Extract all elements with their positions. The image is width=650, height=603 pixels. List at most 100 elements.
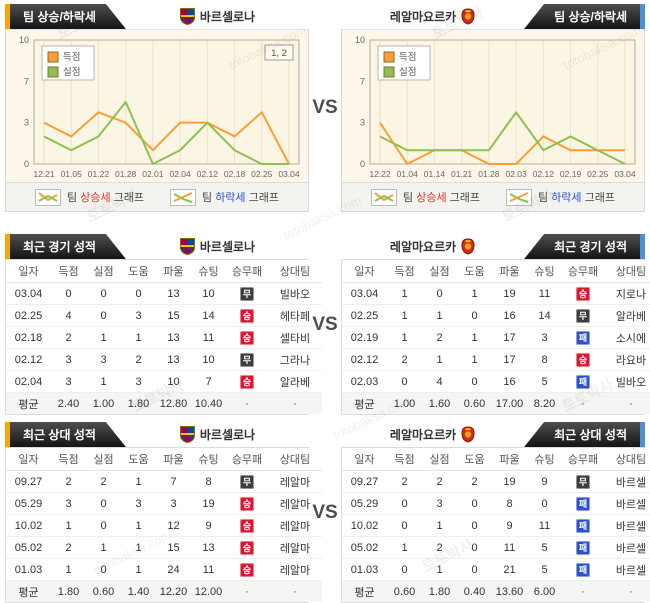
recent-results-table-home: 일자 득점 실점 도움 파울 슈팅 승무패 상대팀 03.04 0 0 0 13 10 무 빌바오 02.25 4…: [6, 260, 322, 414]
table-row: 02.12 2 1 1 17 8 승 라요바: [342, 348, 650, 371]
table-row: 01.03 1 0 1 24 11 승 레알마: [6, 558, 322, 581]
average-cell: 1.60: [422, 392, 457, 414]
stat-cell: 1: [387, 326, 422, 349]
table-row: 03.04 0 0 0 13 10 무 빌바오: [6, 282, 322, 305]
average-cell: ·: [562, 392, 604, 414]
result-cell: 승: [562, 348, 604, 371]
stat-cell: 13: [191, 536, 226, 559]
stat-cell: 15: [156, 304, 191, 327]
stat-cell: 9: [492, 514, 527, 537]
result-cell: 패: [562, 326, 604, 349]
table-row: 03.04 1 0 1 19 11 승 지로나: [342, 282, 650, 305]
opponent-cell: 바르셀: [604, 492, 650, 515]
date-cell: 02.04: [6, 370, 51, 393]
opponent-cell: 레알마: [268, 492, 322, 515]
h2h-table-home: 일자 득점 실점 도움 파울 슈팅 승무패 상대팀 09.27 2 2 1 7 8 무 레알마 05.29 3 0 3…: [6, 448, 322, 602]
opponent-cell: 지로나: [604, 282, 650, 305]
table-row: 02.04 3 1 3 10 7 승 알라베: [6, 370, 322, 393]
recent-results-section: 최근 경기 성적 바르셀로나 일자: [0, 234, 650, 415]
svg-text:03.04: 03.04: [614, 169, 636, 179]
table-row: 02.25 1 1 0 16 14 무 알라베: [342, 304, 650, 327]
stat-cell: 14: [527, 304, 562, 327]
head-to-head-section: 최근 상대 성적 바르셀로나 일자: [0, 422, 650, 603]
svg-text:02.25: 02.25: [251, 169, 273, 179]
table-row: 02.18 2 1 1 13 11 승 셀타비: [6, 326, 322, 349]
svg-text:01.22: 01.22: [88, 169, 110, 179]
mallorca-crest-icon: [461, 426, 475, 443]
stat-cell: 10: [156, 370, 191, 393]
svg-text:0: 0: [24, 159, 29, 169]
date-cell: 05.29: [342, 492, 387, 515]
legend-uptrend: 팀 상승세 그래프: [371, 188, 480, 206]
opponent-cell: 바르셀: [604, 470, 650, 493]
stat-cell: 2: [51, 326, 86, 349]
date-cell: 02.03: [342, 370, 387, 393]
average-cell: ·: [604, 580, 650, 602]
column-header: 슈팅: [191, 260, 226, 283]
column-header: 실점: [422, 448, 457, 471]
table-row: 05.02 1 2 0 11 5 패 바르셀: [342, 536, 650, 559]
legend-uptrend: 팀 상승세 그래프: [35, 188, 144, 206]
result-badge-win: 승: [240, 562, 254, 577]
stat-cell: 5: [527, 370, 562, 393]
average-cell: 8.20: [527, 392, 562, 414]
average-cell: 1.40: [121, 580, 156, 602]
average-cell: 12.80: [156, 392, 191, 414]
date-cell: 09.27: [6, 470, 51, 493]
svg-text:02.04: 02.04: [169, 169, 191, 179]
table-row: 09.27 2 2 2 19 9 무 바르셀: [342, 470, 650, 493]
stat-cell: 5: [527, 558, 562, 581]
result-badge-loss: 패: [576, 562, 590, 577]
stat-cell: 1: [387, 536, 422, 559]
result-cell: 승: [226, 536, 268, 559]
average-cell: 2.40: [51, 392, 86, 414]
result-badge-draw: 무: [240, 286, 254, 301]
stat-cell: 21: [492, 558, 527, 581]
recent-panel-away-header: 레알마요르카 최근 경기 성적: [341, 234, 645, 259]
average-cell: 10.40: [191, 392, 226, 414]
date-cell: 01.03: [342, 558, 387, 581]
result-badge-loss: 패: [576, 540, 590, 555]
opponent-cell: 바르셀: [604, 536, 650, 559]
stat-cell: 2: [86, 470, 121, 493]
column-header: 슈팅: [191, 448, 226, 471]
stat-cell: 11: [527, 282, 562, 305]
h2h-table-away: 일자 득점 실점 도움 파울 슈팅 승무패 상대팀 09.27 2 2 2 19 9 무 바르셀 05.29 0 3…: [342, 448, 650, 602]
svg-text:10: 10: [355, 35, 365, 45]
average-cell: 1.00: [86, 392, 121, 414]
result-badge-win: 승: [576, 352, 590, 367]
column-header: 득점: [51, 448, 86, 471]
stat-cell: 3: [121, 370, 156, 393]
stat-cell: 4: [422, 370, 457, 393]
svg-text:7: 7: [24, 76, 29, 86]
table-header-row: 일자 득점 실점 도움 파울 슈팅 승무패 상대팀: [6, 448, 322, 471]
stat-cell: 1: [457, 326, 492, 349]
stat-cell: 10: [191, 282, 226, 305]
svg-text:03.04: 03.04: [278, 169, 300, 179]
svg-text:3: 3: [24, 118, 29, 128]
svg-text:0: 0: [360, 159, 365, 169]
opponent-cell: 레알마: [268, 514, 322, 537]
stat-cell: 2: [121, 348, 156, 371]
table-row: 05.29 3 0 3 3 19 승 레알마: [6, 492, 322, 515]
stat-cell: 1: [422, 558, 457, 581]
column-header: 득점: [387, 260, 422, 283]
recent-panel-away: 레알마요르카 최근 경기 성적 일자 득점 실점 도움 파울 슈팅 승무패 상대팀 03.04 1…: [341, 234, 650, 415]
average-cell: ·: [268, 392, 322, 414]
result-badge-win: 승: [240, 374, 254, 389]
stat-cell: 3: [121, 492, 156, 515]
average-cell: 0.40: [457, 580, 492, 602]
result-badge-win: 승: [240, 496, 254, 511]
team-home: 바르셀로나: [126, 4, 309, 29]
svg-text:7: 7: [360, 76, 365, 86]
stat-cell: 17: [492, 348, 527, 371]
average-row: 평균 1.80 0.60 1.40 12.20 12.00 · ·: [6, 580, 322, 602]
column-header: 상대팀: [604, 448, 650, 471]
legend-downtrend: 팀 하락세 그래프: [170, 188, 279, 206]
column-header: 승무패: [226, 448, 268, 471]
average-label: 평균: [6, 580, 51, 602]
stat-cell: 2: [51, 536, 86, 559]
column-header: 파울: [492, 448, 527, 471]
column-header: 득점: [387, 448, 422, 471]
svg-text:12.22: 12.22: [369, 169, 391, 179]
